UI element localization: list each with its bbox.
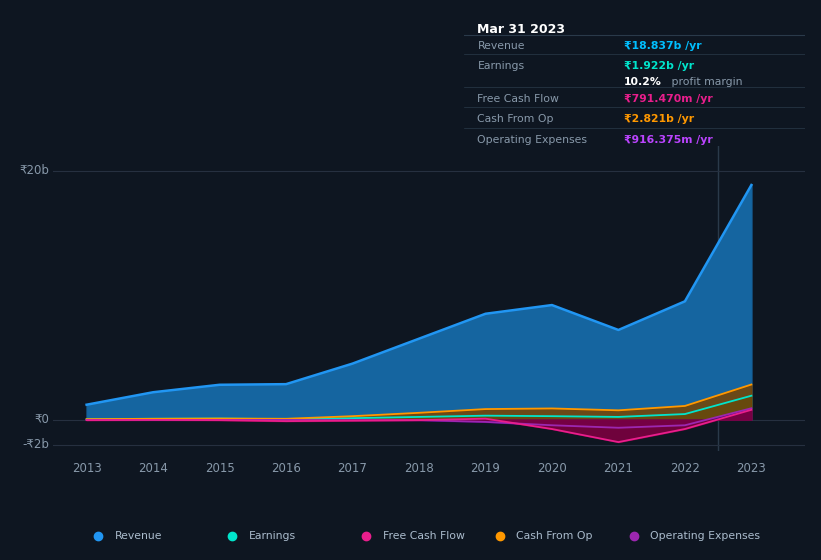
Text: ₹20b: ₹20b <box>20 164 49 177</box>
Text: 2015: 2015 <box>204 462 235 475</box>
Text: 2018: 2018 <box>404 462 433 475</box>
Text: 2021: 2021 <box>603 462 633 475</box>
Text: Cash From Op: Cash From Op <box>516 531 593 541</box>
Text: -₹2b: -₹2b <box>22 438 49 451</box>
Text: ₹18.837b /yr: ₹18.837b /yr <box>624 41 702 51</box>
Text: Earnings: Earnings <box>249 531 296 541</box>
Text: Revenue: Revenue <box>478 41 525 51</box>
Text: Free Cash Flow: Free Cash Flow <box>478 94 559 104</box>
Text: Operating Expenses: Operating Expenses <box>650 531 760 541</box>
Text: Earnings: Earnings <box>478 62 525 71</box>
Text: 2017: 2017 <box>337 462 368 475</box>
Text: 10.2%: 10.2% <box>624 77 662 86</box>
Text: 2020: 2020 <box>537 462 566 475</box>
Text: Operating Expenses: Operating Expenses <box>478 135 588 144</box>
Text: ₹1.922b /yr: ₹1.922b /yr <box>624 62 694 71</box>
Text: ₹2.821b /yr: ₹2.821b /yr <box>624 114 694 124</box>
Text: 2016: 2016 <box>271 462 301 475</box>
Text: Free Cash Flow: Free Cash Flow <box>383 531 465 541</box>
Text: ₹791.470m /yr: ₹791.470m /yr <box>624 94 713 104</box>
Text: Mar 31 2023: Mar 31 2023 <box>478 24 566 36</box>
Text: 2023: 2023 <box>736 462 766 475</box>
Text: 2013: 2013 <box>71 462 102 475</box>
Text: profit margin: profit margin <box>668 77 743 86</box>
Text: Revenue: Revenue <box>115 531 163 541</box>
Text: 2019: 2019 <box>470 462 501 475</box>
Text: ₹916.375m /yr: ₹916.375m /yr <box>624 135 713 144</box>
Text: 2014: 2014 <box>138 462 168 475</box>
Text: 2022: 2022 <box>670 462 699 475</box>
Text: Cash From Op: Cash From Op <box>478 114 554 124</box>
Text: ₹0: ₹0 <box>34 413 49 426</box>
